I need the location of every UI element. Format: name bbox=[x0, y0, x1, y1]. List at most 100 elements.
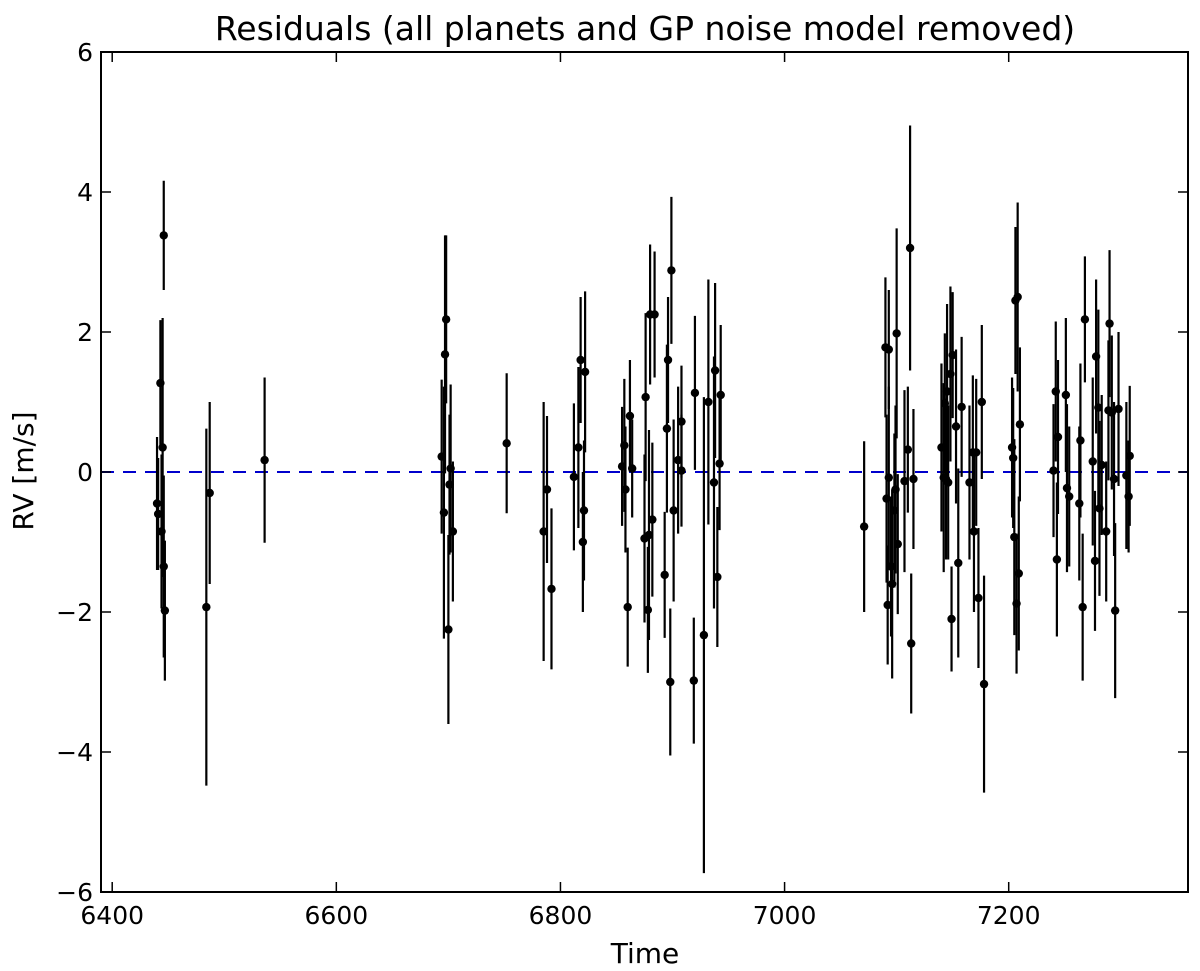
data-point bbox=[1091, 352, 1101, 361]
data-point bbox=[673, 455, 683, 465]
y-tick-label: −2 bbox=[56, 598, 93, 627]
chart-title: Residuals (all planets and GP noise mode… bbox=[215, 9, 1075, 48]
y-tick-label: 6 bbox=[77, 38, 93, 67]
data-point bbox=[900, 476, 909, 486]
data-point bbox=[159, 562, 168, 571]
data-point bbox=[1076, 436, 1085, 445]
x-tick-label: 6800 bbox=[529, 901, 593, 930]
data-point bbox=[883, 600, 892, 610]
data-point bbox=[890, 506, 899, 515]
data-point bbox=[444, 625, 453, 634]
y-tick-label: 2 bbox=[77, 318, 93, 347]
data-point bbox=[1075, 499, 1084, 508]
data-point bbox=[859, 522, 869, 531]
data-point bbox=[905, 243, 915, 253]
data-point bbox=[1010, 532, 1019, 542]
data-point bbox=[677, 417, 686, 426]
plot-area: 6400 6600 6800 7000 7200 −6 −4 −2 0 2 4 6 bbox=[56, 38, 1189, 930]
data-point bbox=[942, 387, 952, 396]
data-point bbox=[886, 562, 896, 571]
data-point bbox=[205, 488, 214, 498]
data-point bbox=[1097, 460, 1106, 470]
y-axis-label: RV [m/s] bbox=[7, 411, 40, 530]
data-point bbox=[946, 369, 955, 379]
data-point bbox=[903, 445, 913, 454]
data-point bbox=[1101, 527, 1111, 536]
data-point bbox=[974, 593, 983, 603]
y-tick-label: 4 bbox=[77, 178, 93, 207]
data-point bbox=[625, 411, 635, 421]
data-point bbox=[1080, 315, 1090, 324]
data-point bbox=[1122, 471, 1131, 480]
data-point bbox=[202, 602, 211, 612]
data-point bbox=[1065, 492, 1074, 501]
data-point bbox=[1051, 387, 1060, 396]
data-point bbox=[667, 266, 676, 275]
data-point bbox=[1124, 492, 1133, 501]
data-point bbox=[439, 508, 449, 517]
data-point bbox=[907, 639, 916, 648]
data-point bbox=[158, 443, 167, 452]
data-point bbox=[621, 485, 630, 494]
data-point bbox=[1095, 504, 1104, 513]
data-point bbox=[884, 345, 893, 354]
data-point bbox=[884, 473, 893, 482]
y-tick-label: −4 bbox=[56, 738, 93, 767]
data-point bbox=[713, 572, 722, 582]
data-point bbox=[709, 478, 719, 487]
data-point bbox=[948, 350, 957, 360]
data-point bbox=[617, 462, 627, 471]
data-point bbox=[957, 402, 966, 412]
data-point bbox=[547, 584, 556, 594]
data-point bbox=[437, 452, 446, 461]
data-point bbox=[947, 614, 956, 624]
data-point bbox=[882, 494, 891, 503]
data-point bbox=[152, 499, 162, 508]
data-point bbox=[441, 315, 451, 324]
data-point bbox=[1013, 292, 1022, 302]
data-point bbox=[965, 478, 974, 487]
data-point bbox=[977, 397, 987, 407]
data-point bbox=[943, 478, 953, 487]
data-point bbox=[157, 527, 166, 536]
data-point bbox=[1109, 474, 1119, 484]
data-point bbox=[627, 464, 637, 473]
data-point bbox=[1125, 451, 1134, 461]
data-point bbox=[648, 515, 657, 524]
data-point bbox=[641, 392, 650, 402]
data-point bbox=[1094, 403, 1103, 412]
data-point bbox=[576, 355, 585, 365]
data-point bbox=[153, 509, 163, 519]
x-tick-label: 6600 bbox=[305, 901, 369, 930]
data-point bbox=[972, 448, 981, 457]
data-point bbox=[716, 390, 725, 400]
data-point bbox=[1012, 599, 1021, 608]
data-point bbox=[909, 474, 918, 484]
data-point bbox=[951, 422, 961, 431]
data-point bbox=[704, 397, 713, 407]
data-point bbox=[580, 367, 590, 377]
data-point bbox=[891, 485, 900, 494]
data-point bbox=[159, 231, 168, 240]
x-axis-label: Time bbox=[610, 937, 680, 970]
data-point bbox=[542, 485, 552, 494]
data-point bbox=[446, 464, 455, 473]
data-point bbox=[954, 558, 963, 568]
data-point bbox=[643, 605, 653, 615]
data-point bbox=[940, 399, 950, 408]
x-tick-label: 7200 bbox=[977, 901, 1041, 930]
data-point bbox=[623, 602, 632, 612]
data-point bbox=[1078, 602, 1087, 612]
data-point bbox=[690, 388, 700, 398]
data-point bbox=[1107, 408, 1116, 417]
data-point bbox=[710, 366, 720, 375]
y-tick-label: −6 bbox=[56, 878, 93, 907]
data-point bbox=[1008, 453, 1018, 463]
data-point bbox=[715, 459, 724, 468]
data-point bbox=[539, 527, 548, 536]
x-tick-label: 6400 bbox=[80, 901, 144, 930]
data-point bbox=[662, 424, 672, 433]
data-point bbox=[937, 443, 946, 452]
data-point bbox=[1110, 606, 1120, 615]
